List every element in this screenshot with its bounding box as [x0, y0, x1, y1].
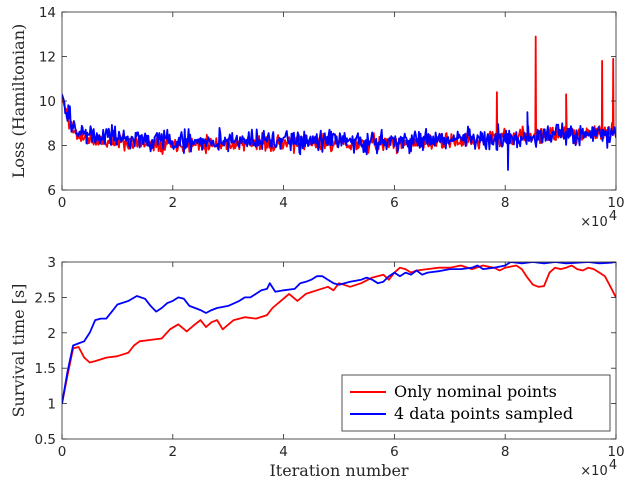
legend-box [341, 374, 611, 432]
survival-x-tick-label: 8 [501, 444, 510, 460]
survival-y-tick-label: 2.5 [35, 290, 56, 306]
loss-y-tick-label: 14 [39, 5, 56, 21]
loss-series-line-sampled [62, 94, 616, 171]
loss-x-tick-label: 6 [390, 195, 399, 211]
survival-y-tick-label: 1 [47, 397, 56, 413]
survival-x-tick-label: 6 [390, 444, 399, 460]
loss-x-multiplier-exponent: 4 [609, 209, 617, 224]
legend-label-nominal: Only nominal points [394, 382, 557, 401]
loss-x-tick-label: 8 [501, 195, 510, 211]
survival-x-tick-label: 2 [169, 444, 178, 460]
survival-x-tick-label: 4 [279, 444, 288, 460]
survival-series-line-sampled [62, 262, 616, 404]
survival-x-axis-label: Iteration number [269, 461, 408, 480]
loss-series-group [62, 35, 616, 171]
loss-x-tick-label: 4 [279, 195, 288, 211]
survival-x-tick-label: 0 [58, 444, 67, 460]
legend-label-sampled: 4 data points sampled [394, 404, 573, 423]
survival-x-multiplier: ×10 [580, 464, 607, 479]
survival-x-multiplier-exponent: 4 [609, 458, 617, 473]
survival-y-tick-label: 0.5 [35, 432, 56, 448]
survival-series-line-nominal [62, 264, 616, 404]
survival-y-axis-label: Survival time [s] [9, 284, 28, 418]
loss-y-tick-label: 12 [39, 50, 56, 66]
survival-y-tick-label: 2 [47, 326, 56, 342]
loss-plot-area [62, 12, 616, 190]
survival-legend: Only nominal points 4 data points sampled [341, 374, 611, 432]
survival-series-group [62, 262, 616, 404]
loss-x-tick-label: 10 [607, 195, 624, 211]
loss-y-tick-label: 8 [47, 139, 56, 155]
survival-axes-box [61, 261, 617, 440]
loss-x-tick-label: 2 [169, 195, 178, 211]
loss-x-tick-label: 0 [58, 195, 67, 211]
loss-y-axis-label: Loss (Hamiltonian) [9, 24, 28, 178]
loss-x-multiplier: ×10 [580, 215, 607, 230]
survival-x-tick-label: 10 [607, 444, 624, 460]
loss-y-tick-label: 10 [39, 94, 56, 110]
survival-y-tick-label: 3 [47, 255, 56, 271]
loss-y-tick-label: 6 [47, 183, 56, 199]
survival-y-tick-label: 1.5 [35, 361, 56, 377]
